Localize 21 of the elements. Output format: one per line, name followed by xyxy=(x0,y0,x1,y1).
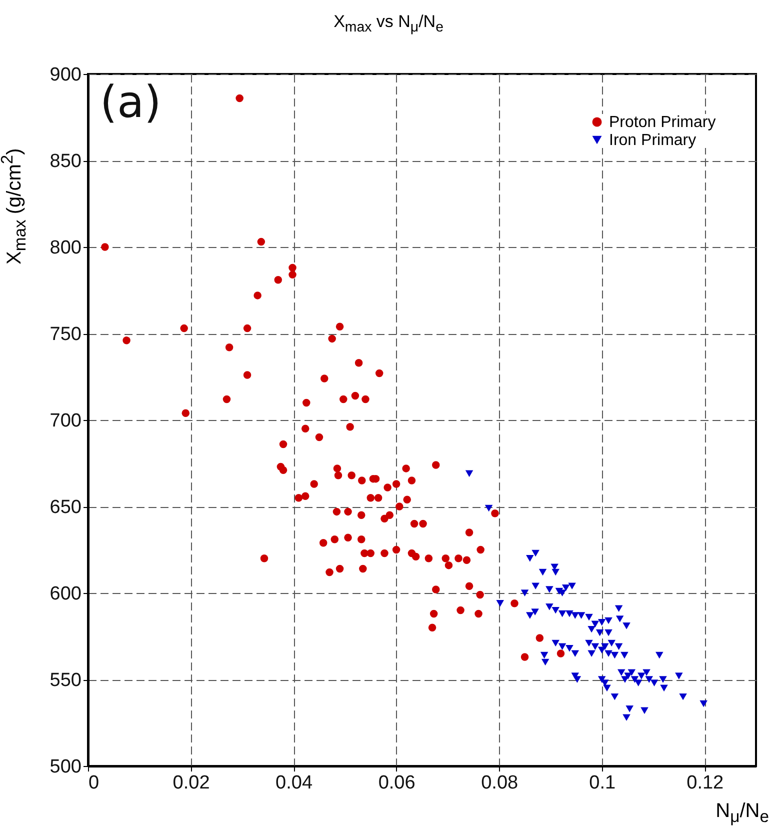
y-tick-label: 750 xyxy=(50,324,82,345)
y-tick-label: 800 xyxy=(50,238,82,258)
x-tick-label: 0.1 xyxy=(589,772,616,794)
x-tick-label: 0.06 xyxy=(378,772,416,794)
x-tick-label: 0 xyxy=(88,772,100,794)
y-tick-label: 550 xyxy=(50,670,82,691)
x-tick-label: 0.12 xyxy=(686,772,724,794)
legend-label: Iron Primary xyxy=(609,132,696,149)
y-tick-label: 650 xyxy=(50,497,82,518)
y-tick-label: 600 xyxy=(50,584,82,604)
x-tick-label: 0.04 xyxy=(276,772,313,794)
y-tick-label: 700 xyxy=(50,410,82,432)
x-tick-label: 0.02 xyxy=(172,772,210,794)
y-tick-label: 500 xyxy=(50,756,82,778)
chart-title: X$_{max}$ vs N$_{μ}$/N$_{e}$ xyxy=(332,12,444,36)
annotation: (a) xyxy=(100,77,162,128)
y-tick-label: 900 xyxy=(50,64,82,86)
x-axis-title: N$_{μ}$/N$_{e}$ xyxy=(716,800,769,827)
legend-label: Proton Primary xyxy=(609,114,716,131)
y-tick-label: 850 xyxy=(50,151,82,172)
x-tick-label: 0.08 xyxy=(481,772,518,794)
